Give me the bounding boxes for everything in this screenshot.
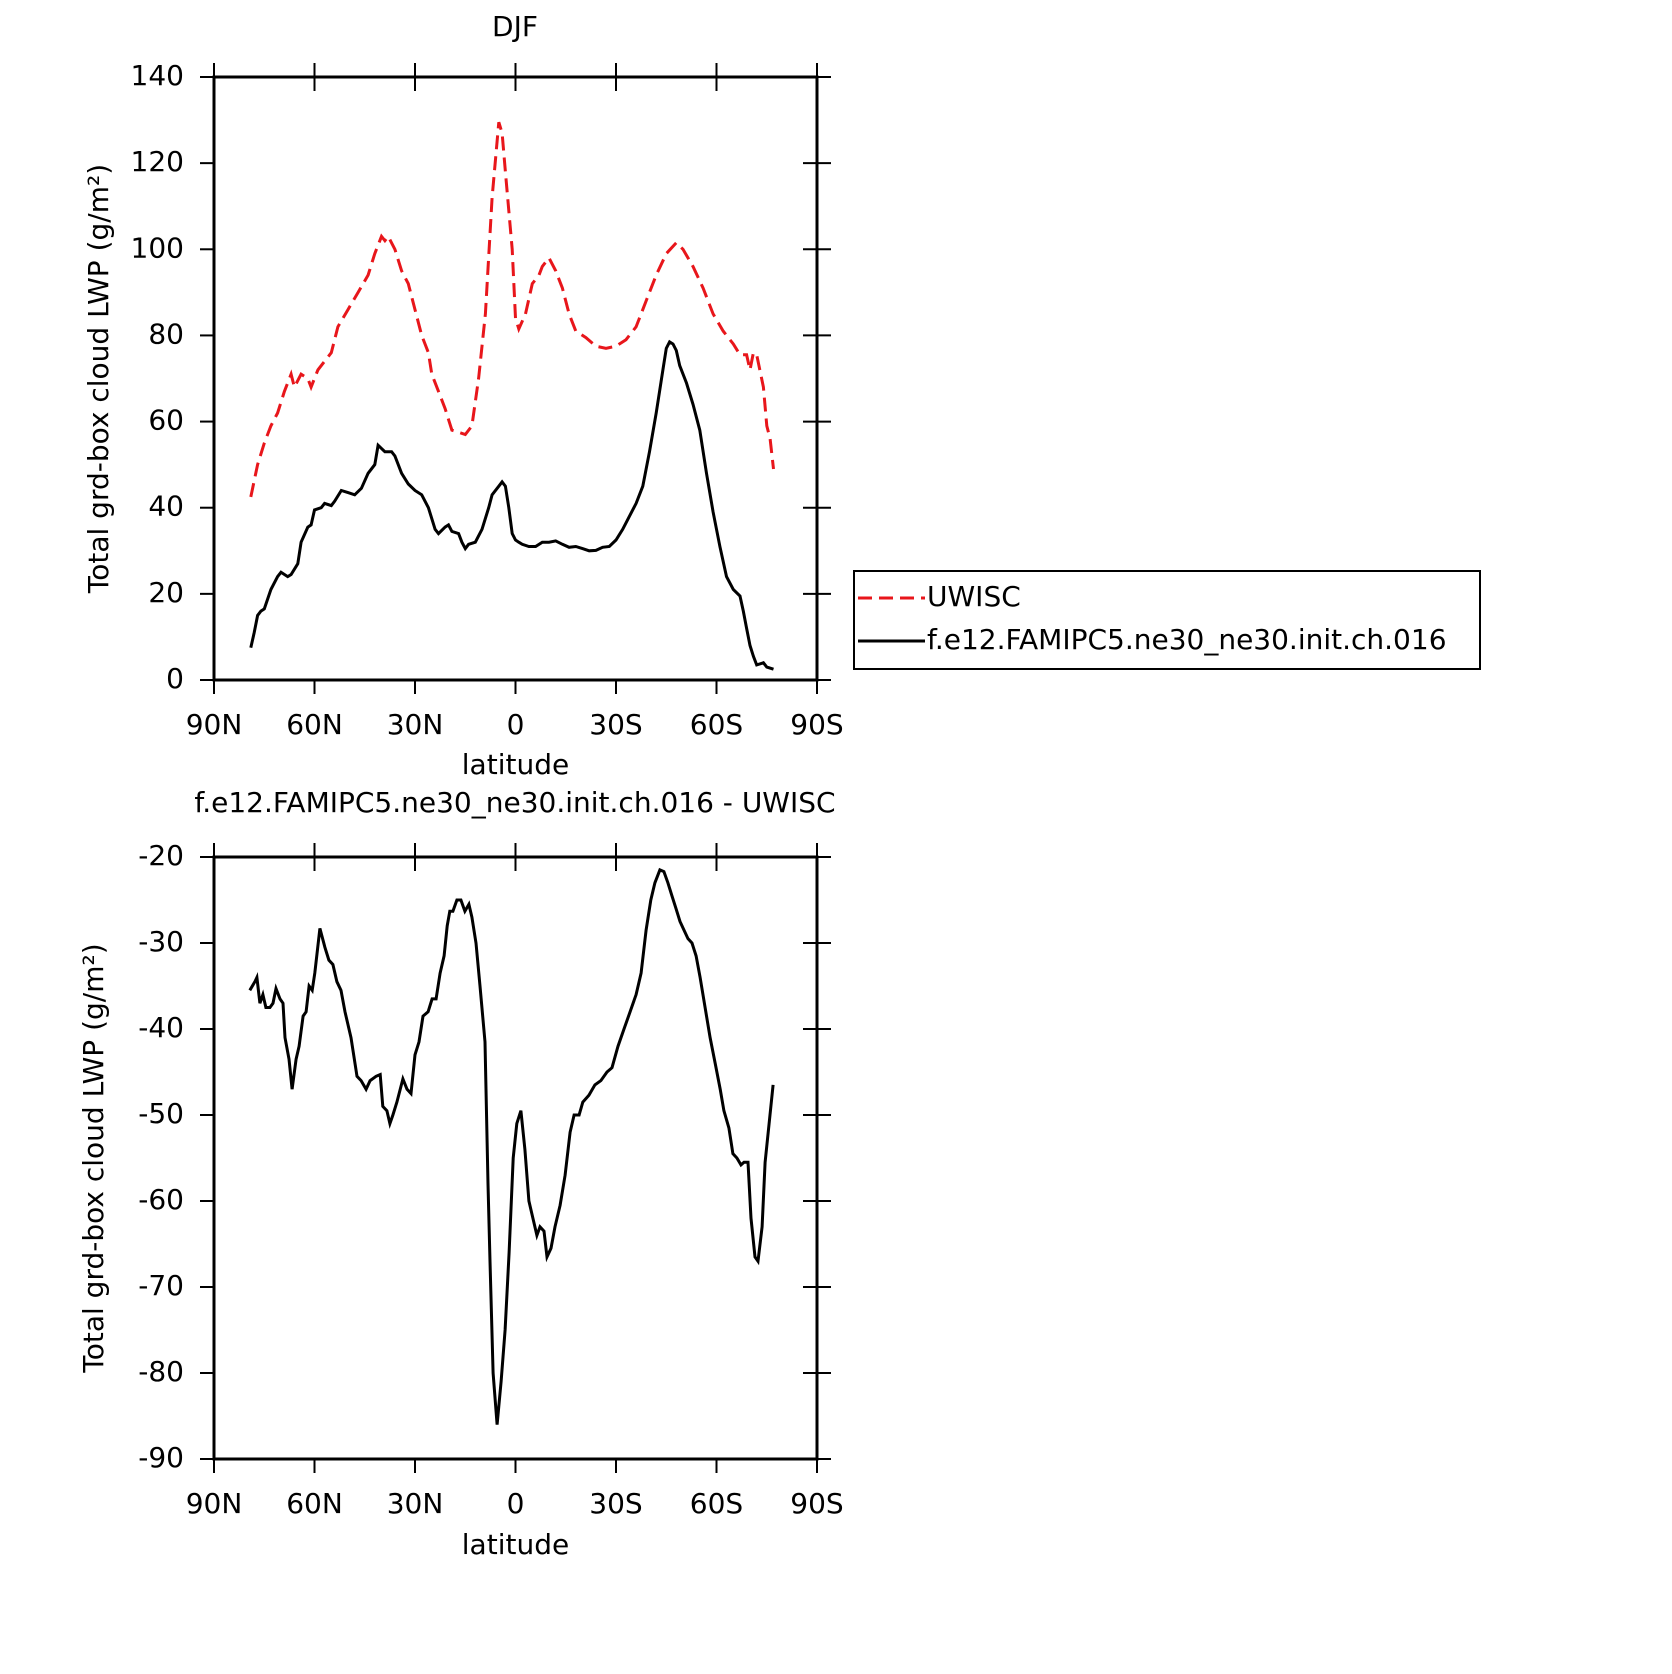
- x-tick-label: 60N: [286, 1487, 343, 1520]
- x-tick-label: 30N: [387, 1487, 444, 1520]
- y-tick-label: -20: [138, 839, 184, 872]
- x-tick-label: 60S: [690, 1487, 743, 1520]
- x-tick-label: 60S: [690, 708, 743, 741]
- x-tick-label: 30S: [589, 1487, 642, 1520]
- y-axis-label: Total grd-box cloud LWP (g/m²): [82, 164, 115, 594]
- y-tick-label: 120: [131, 145, 184, 178]
- y-tick-label: 100: [131, 231, 184, 264]
- chart-title: DJF: [492, 10, 538, 43]
- x-tick-label: 30N: [387, 708, 444, 741]
- x-tick-label: 60N: [286, 708, 343, 741]
- y-tick-label: 0: [166, 662, 184, 695]
- legend-label: f.e12.FAMIPC5.ne30_ne30.init.ch.016: [927, 623, 1447, 656]
- y-tick-label: -60: [138, 1183, 184, 1216]
- x-axis-label: latitude: [462, 1528, 569, 1561]
- x-axis-label: latitude: [462, 748, 569, 781]
- y-tick-label: -70: [138, 1269, 184, 1302]
- y-tick-label: -90: [138, 1441, 184, 1474]
- y-tick-label: -30: [138, 925, 184, 958]
- plot-frame: [212, 75, 819, 682]
- x-tick-label: 90N: [186, 708, 243, 741]
- y-tick-label: -80: [138, 1355, 184, 1388]
- chart-title: f.e12.FAMIPC5.ne30_ne30.init.ch.016 - UW…: [194, 786, 835, 819]
- x-tick-label: 90N: [186, 1487, 243, 1520]
- y-tick-label: -40: [138, 1011, 184, 1044]
- y-axis-label: Total grd-box cloud LWP (g/m²): [77, 943, 110, 1373]
- legend-box: [853, 570, 1481, 670]
- y-tick-label: 80: [148, 317, 184, 350]
- data-line: [248, 867, 775, 1425]
- x-tick-label: 90S: [790, 708, 843, 741]
- x-tick-label: 30S: [589, 708, 642, 741]
- y-tick-label: 20: [148, 576, 184, 609]
- data-line: [249, 339, 774, 671]
- y-tick-label: 140: [131, 59, 184, 92]
- x-tick-label: 90S: [790, 1487, 843, 1520]
- y-tick-label: 40: [148, 490, 184, 523]
- legend-label: UWISC: [927, 580, 1021, 613]
- y-tick-label: 60: [148, 404, 184, 437]
- x-tick-label: 0: [507, 708, 525, 741]
- x-tick-label: 0: [507, 1487, 525, 1520]
- y-tick-label: -50: [138, 1097, 184, 1130]
- data-line: [249, 121, 775, 498]
- plot-frame: [212, 855, 819, 1461]
